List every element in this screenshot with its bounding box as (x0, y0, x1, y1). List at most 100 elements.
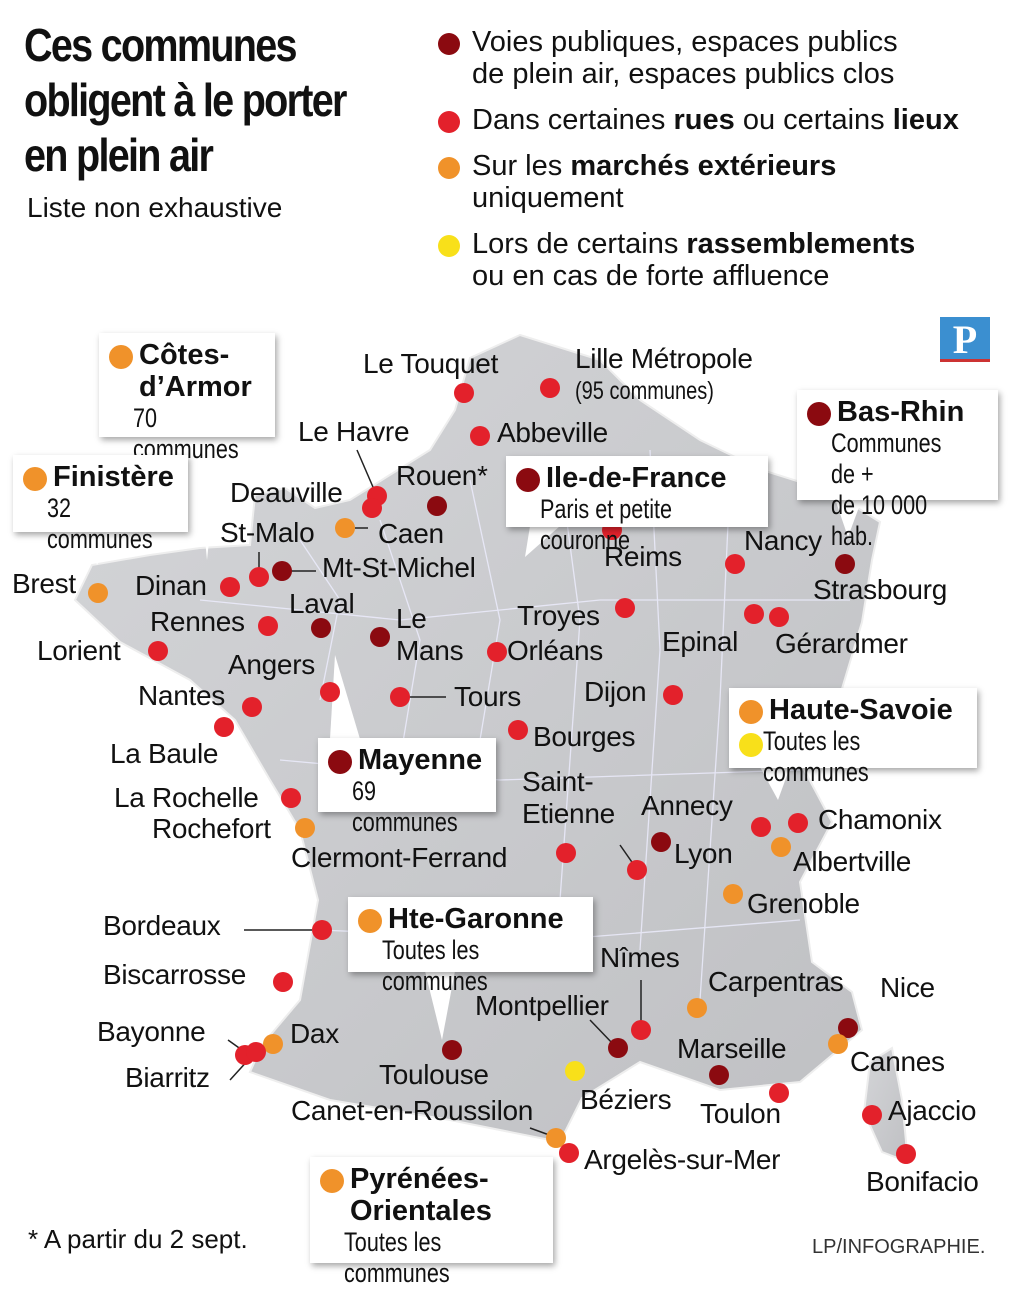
callout-c-tes-d-armor: Côtes- d’Armor 70 communes (99, 333, 275, 464)
city-label-lille-m-tropole: Lille Métropole (575, 343, 753, 374)
callout-dot-icon (109, 345, 133, 369)
legend-text: ou en cas de forte affluence (472, 260, 830, 292)
city-dot-chamonix (788, 813, 808, 833)
city-label-carpentras: Carpentras (708, 966, 844, 997)
city-label-deauville: Deauville (230, 477, 343, 508)
callout-subtitle: 32 communes (47, 493, 153, 554)
city-dot-le-mans (370, 627, 390, 647)
legend-text: Lors de certains (472, 228, 687, 260)
legend-dot-icon (438, 235, 460, 257)
city-label-dinan: Dinan (135, 570, 207, 601)
city-dot-g-rardmer (769, 607, 789, 627)
city-dot-caen (335, 518, 355, 538)
callout-title: Mayenne (328, 744, 486, 776)
city-dot-rochefort (295, 818, 315, 838)
city-label-chamonix: Chamonix (818, 804, 942, 835)
callout-subtitle: Paris et petite couronne (540, 494, 673, 555)
city-dot-toulon (769, 1083, 789, 1103)
city-dot-dax (263, 1034, 283, 1054)
city-dot-abbeville (470, 426, 490, 446)
callout-dot-icon (23, 467, 47, 491)
city-dot-rennes (258, 616, 278, 636)
city-label-st-malo: St-Malo (220, 517, 315, 548)
legend-text: rues (673, 104, 735, 136)
city-label-nancy: Nancy (744, 525, 822, 556)
city-dot-montpellier (608, 1038, 628, 1058)
city-label-le-mans: Le Mans (396, 603, 464, 666)
legend-text: ou certains (734, 104, 893, 136)
legend-text: Dans certaines (472, 104, 674, 136)
city-dot-clermont-ferrand (556, 843, 576, 863)
callout-dot-icon (807, 402, 831, 426)
city-label-bayonne: Bayonne (97, 1016, 206, 1047)
city-dot-carpentras (687, 998, 707, 1018)
city-label-bonifacio: Bonifacio (866, 1166, 979, 1197)
city-label-le-havre: Le Havre (298, 416, 410, 447)
city-dot-troyes (615, 598, 635, 618)
city-dot-ajaccio (862, 1105, 882, 1125)
city-dot-bourges (508, 720, 528, 740)
callout-title: Côtes- d’Armor (109, 339, 265, 403)
callout-subtitle: Toutes les communes (763, 726, 869, 787)
city-label-laval: Laval (289, 588, 355, 619)
city-label-angers: Angers (228, 649, 315, 680)
city-label-bourges: Bourges (533, 721, 636, 752)
callout-title: Pyrénées- Orientales (320, 1163, 543, 1227)
callout-haute-savoie: Haute-Savoie Toutes les communes (729, 688, 977, 787)
city-label-rennes: Rennes (150, 606, 245, 637)
legend-item: Dans certaines rues ou certains lieux (438, 104, 959, 136)
callout-dot-icon (739, 700, 763, 724)
city-dot-deauville (362, 498, 382, 518)
headline: Ces communes obligent à le porter en ple… (24, 19, 347, 181)
callout-title: Bas-Rhin (807, 396, 988, 428)
city-label-lorient: Lorient (37, 635, 121, 666)
city-label-nantes: Nantes (138, 680, 225, 711)
city-dot-strasbourg (835, 554, 855, 574)
city-label-troyes: Troyes (517, 600, 600, 631)
callout-dot-icon (320, 1169, 344, 1193)
city-dot-albertville (771, 837, 791, 857)
city-label-caen: Caen (378, 518, 444, 549)
city-dot-epinal (744, 604, 764, 624)
city-label-clermont-ferrand: Clermont-Ferrand (291, 842, 508, 873)
city-dot-b-ziers (565, 1061, 585, 1081)
le-parisien-logo: P (940, 317, 990, 362)
city-label-marseille: Marseille (677, 1033, 787, 1064)
city-label-la-baule: La Baule (110, 738, 219, 769)
city-dot-annecy (751, 817, 771, 837)
legend-text: lieux (892, 104, 959, 136)
city-label-grenoble: Grenoble (747, 888, 860, 919)
callout-title-text: Hte-Garonne (388, 903, 564, 935)
legend-text: Voies publiques, espaces publics de plei… (472, 26, 898, 90)
city-label-annecy: Annecy (641, 790, 733, 821)
city-label-rouen-: Rouen* (396, 460, 488, 491)
callout-title: Finistère (23, 461, 178, 493)
city-label-dijon: Dijon (584, 676, 647, 707)
callout-title: Haute-Savoie (739, 694, 967, 726)
city-label-tours: Tours (454, 681, 521, 712)
city-dot-biarritz (246, 1042, 266, 1062)
city-dot-le-touquet (454, 383, 474, 403)
city-dot-nancy (725, 554, 745, 574)
city-label-epinal: Epinal (662, 626, 739, 657)
legend-item: Lors de certains rassemblements ou en ca… (438, 228, 959, 292)
callout-mayenne: Mayenne 69 communes (318, 738, 496, 837)
city-dot-dijon (663, 685, 683, 705)
city-sublabel: (95 communes) (575, 377, 714, 405)
city-label-dax: Dax (290, 1018, 339, 1049)
legend-item: Voies publiques, espaces publics de plei… (438, 26, 959, 90)
city-label-le-touquet: Le Touquet (363, 348, 499, 379)
city-label-reims: Reims (604, 541, 682, 572)
callout-hte-garonne: Hte-Garonne Toutes les communes (348, 897, 593, 996)
city-dot-orl-ans (487, 642, 507, 662)
city-label-toulon: Toulon (700, 1098, 781, 1129)
city-dot-lyon (651, 832, 671, 852)
city-label-canet-en-roussilon: Canet-en-Roussilon (291, 1095, 534, 1126)
city-label-argel-s-sur-mer: Argelès-sur-Mer (584, 1144, 781, 1175)
city-dot-lorient (148, 641, 168, 661)
city-label-brest: Brest (12, 568, 76, 599)
city-dot-n-mes (631, 1020, 651, 1040)
city-dot-rouen- (427, 496, 447, 516)
city-label-g-rardmer: Gérardmer (775, 628, 908, 659)
callout-title: Hte-Garonne (358, 903, 583, 935)
